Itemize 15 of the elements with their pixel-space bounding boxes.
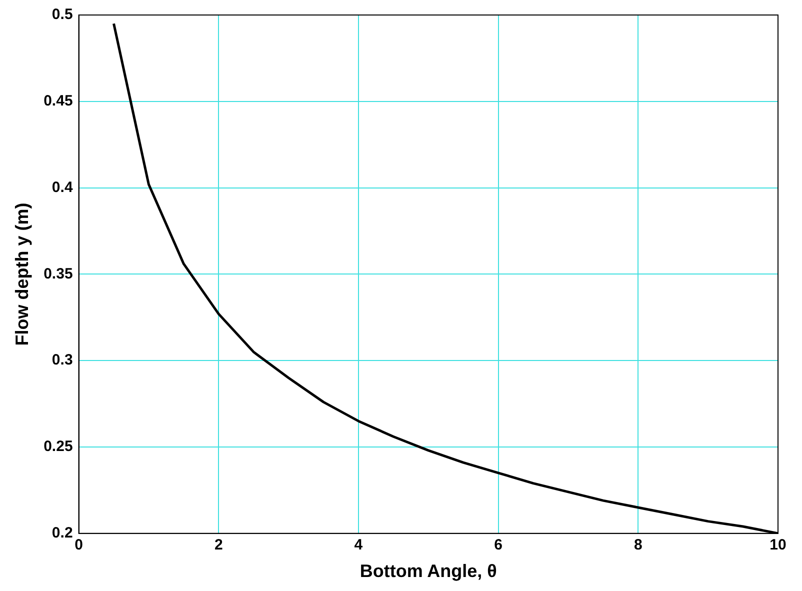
y-tick-label: 0.25 <box>44 438 73 456</box>
x-tick-label: 2 <box>214 536 223 554</box>
y-tick-label: 0.35 <box>44 265 73 282</box>
x-tick-label: 6 <box>494 536 502 554</box>
x-axis-title: Bottom Angle, θ <box>360 561 497 582</box>
x-tick-label: 4 <box>354 536 364 554</box>
y-tick-label: 0.45 <box>44 92 73 110</box>
x-tick-label: 8 <box>634 536 642 554</box>
x-tick-label: 10 <box>770 536 786 554</box>
y-tick-label: 0.3 <box>52 352 73 369</box>
x-tick-label: 0 <box>74 536 83 554</box>
y-axis-title: Flow depth y (m) <box>12 202 32 346</box>
y-tick-label: 0.4 <box>52 178 74 196</box>
y-tick-label: 0.2 <box>52 524 73 542</box>
y-tick-label: 0.5 <box>52 6 73 24</box>
